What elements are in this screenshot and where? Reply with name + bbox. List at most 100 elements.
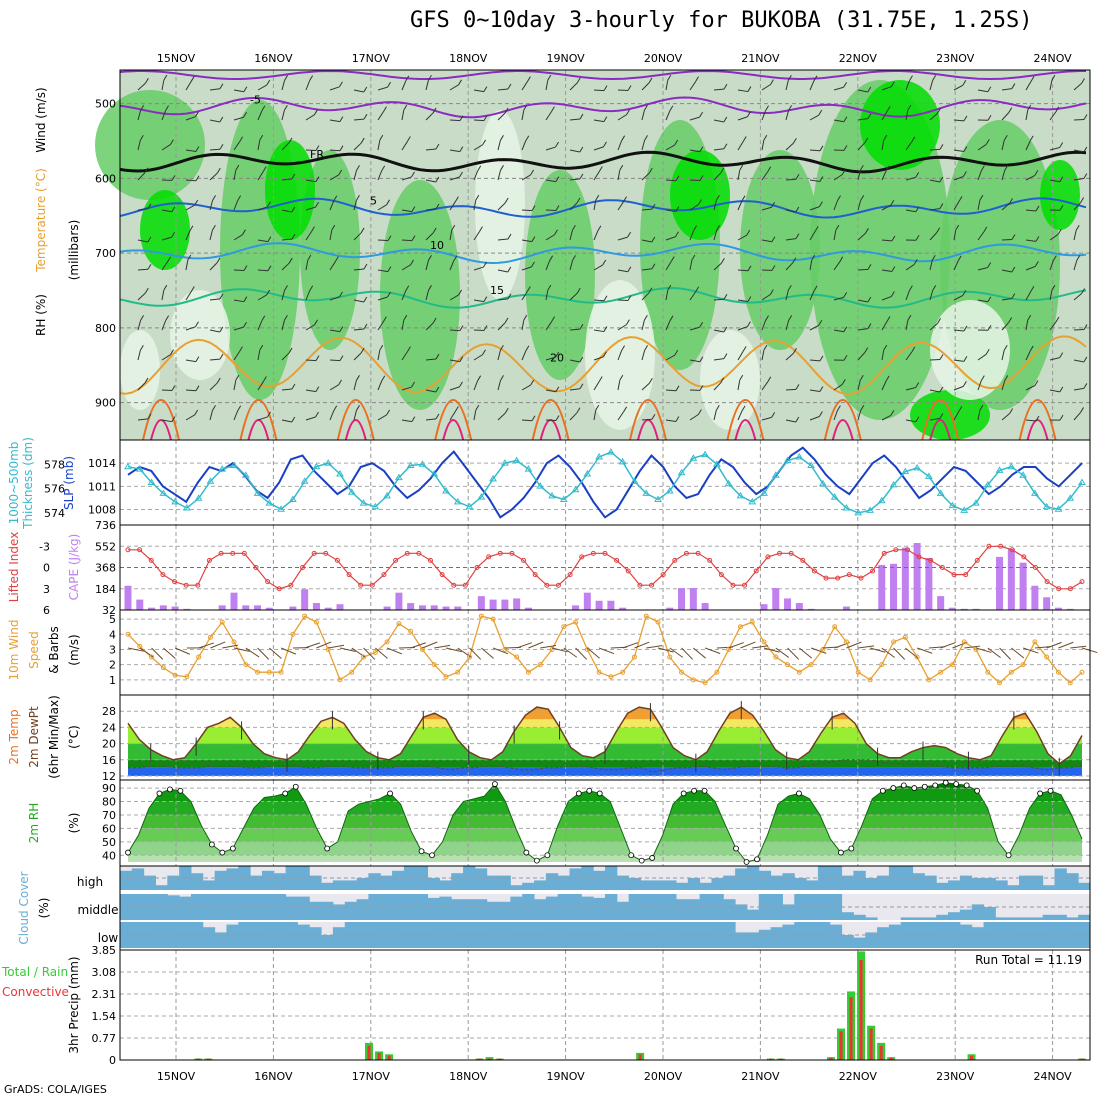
upper-wind-barb <box>881 111 888 121</box>
upper-wind-barb-flag <box>530 169 535 176</box>
wind-barb <box>528 641 544 649</box>
li-point <box>172 579 178 585</box>
cloud-bar-low <box>1007 922 1020 948</box>
cloud-bar-high <box>273 873 287 890</box>
upper-wind-barb <box>281 352 290 361</box>
upper-wind-barb <box>257 171 264 181</box>
wind-speed-point <box>125 631 131 637</box>
upper-wind-barb-flag <box>531 415 536 421</box>
upper-wind-barb-flag <box>819 145 824 152</box>
wind-barb <box>704 647 721 654</box>
upper-wind-barb <box>401 239 413 242</box>
cloud-bar-middle <box>948 912 961 920</box>
cape-bar <box>265 607 273 610</box>
upper-wind-barb <box>1025 385 1036 391</box>
wind-speed-point <box>879 662 885 668</box>
upper-wind-barb <box>761 206 772 211</box>
upper-wind-barb-flag <box>579 113 584 120</box>
upper-wind-barb-flag <box>504 107 509 114</box>
upper-wind-barb-flag <box>170 349 174 355</box>
wind-speed-point <box>408 628 414 634</box>
upper-wind-barb <box>1001 170 1006 181</box>
thickness-point <box>925 472 933 479</box>
thickness-point <box>771 471 780 478</box>
wind-speed-point <box>525 669 531 675</box>
wind-speed-point <box>1032 639 1038 645</box>
upper-wind-barb <box>521 81 528 91</box>
upper-wind-barb-flag <box>987 324 992 331</box>
upper-wind-barb <box>353 170 358 181</box>
upper-wind-barb <box>905 290 910 301</box>
upper-wind-barb <box>737 200 743 211</box>
cloud-bar-low <box>356 922 369 948</box>
upper-wind-barb-flag <box>603 326 608 332</box>
upper-wind-barb <box>497 140 501 151</box>
upper-wind-barb <box>233 234 243 241</box>
wind-barb <box>575 647 588 660</box>
upper-wind-barb <box>665 80 669 91</box>
upper-wind-barb <box>353 200 357 211</box>
upper-wind-barb-flag <box>890 81 895 87</box>
precip-conv-bar <box>970 1055 974 1060</box>
cloud-bar-middle <box>510 896 523 920</box>
wind-barb <box>339 647 356 652</box>
upper-wind-barb <box>233 299 244 303</box>
rh2m-point <box>429 852 435 859</box>
wind-barb <box>657 647 674 653</box>
date-tick-bottom: 19NOV <box>546 1070 585 1083</box>
upper-wind-barb-flag <box>459 325 464 331</box>
wind-speed-point <box>973 646 979 652</box>
cape-bar <box>890 563 898 610</box>
upper-wind-barb-flag <box>219 326 224 333</box>
upper-wind-barb-flag <box>603 295 608 301</box>
upper-wind-barb <box>1073 83 1082 91</box>
precip-total-label: Total / Rain <box>1 965 68 979</box>
upper-wind-barb-flag <box>891 235 896 242</box>
thickness-point <box>171 497 179 505</box>
wind-barb <box>410 642 426 649</box>
li-point <box>1009 547 1015 553</box>
upper-wind-barb <box>761 110 767 121</box>
pressure-tick-label: 800 <box>95 322 116 335</box>
upper-wind-barb <box>209 410 214 421</box>
upper-wind-barb-flag <box>837 195 841 201</box>
cape-bar <box>795 603 803 610</box>
upper-wind-barb <box>641 292 650 301</box>
upper-wind-barb-flag <box>792 257 797 263</box>
upper-wind-barb <box>1025 140 1031 151</box>
upper-wind-barb <box>209 298 220 301</box>
upper-wind-barb <box>377 296 388 301</box>
upper-wind-barb-flag <box>885 165 890 172</box>
precip-tick-label: 3.85 <box>92 944 117 957</box>
upper-wind-barb-flag <box>864 137 869 143</box>
upper-wind-barb-flag <box>339 326 344 332</box>
cloud-bar-middle <box>675 899 689 920</box>
series-line-right <box>127 446 1083 519</box>
upper-wind-barb <box>929 208 940 211</box>
li-point <box>230 550 236 556</box>
upper-wind-barb-flag <box>747 111 751 117</box>
upper-wind-barb <box>833 174 843 181</box>
cloud-bar-middle <box>746 909 760 920</box>
upper-wind-barb <box>953 260 959 271</box>
upper-wind-barb <box>305 260 309 271</box>
wind-speed-point <box>455 669 461 675</box>
wind-barb <box>987 647 1001 659</box>
cloud-bar-high <box>120 870 133 890</box>
upper-wind-barb-flag <box>526 76 531 82</box>
wind-barb <box>363 647 376 660</box>
upper-wind-barb <box>449 329 461 332</box>
rh2m-point <box>963 782 970 789</box>
upper-wind-barb-flag <box>1011 83 1016 89</box>
upper-wind-barb-flag <box>643 315 648 321</box>
thickness-point <box>607 448 615 455</box>
cloud-bar-middle <box>1030 917 1044 920</box>
upper-wind-barb-flag <box>411 171 415 178</box>
upper-wind-barb-flag <box>187 254 192 261</box>
upper-wind-barb-flag <box>165 105 169 111</box>
upper-wind-barb-flag <box>216 377 221 384</box>
upper-wind-barb-flag <box>432 317 437 324</box>
upper-wind-barb <box>1025 291 1032 301</box>
upper-wind-barb <box>305 179 316 183</box>
cloud-bar-low <box>155 922 168 948</box>
